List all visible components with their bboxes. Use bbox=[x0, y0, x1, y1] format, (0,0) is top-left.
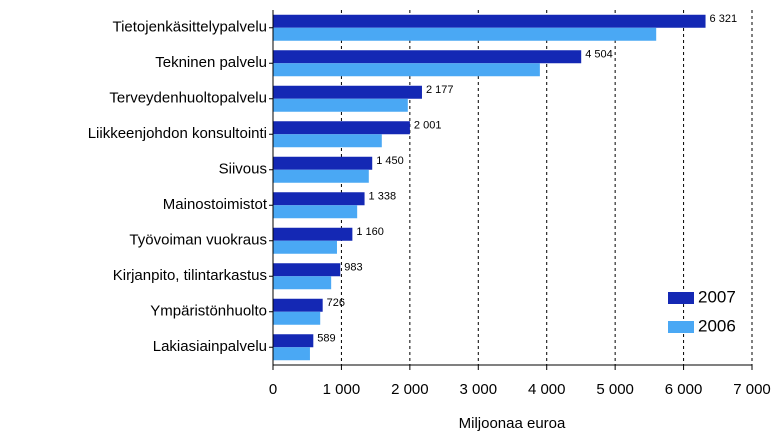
bar bbox=[273, 134, 382, 148]
value-label: 6 321 bbox=[710, 13, 738, 25]
legend-swatch bbox=[668, 321, 694, 333]
bar bbox=[273, 169, 369, 183]
bar bbox=[273, 276, 332, 290]
x-tick-label: 2 000 bbox=[391, 381, 429, 398]
legend-label: 2006 bbox=[698, 316, 736, 335]
value-label: 1 338 bbox=[369, 191, 397, 203]
bar bbox=[273, 347, 310, 361]
value-label: 1 450 bbox=[376, 155, 404, 167]
y-tick-label: Siivous bbox=[219, 161, 267, 178]
bar bbox=[273, 27, 657, 41]
bar bbox=[273, 298, 323, 312]
bar bbox=[273, 98, 408, 112]
x-tick-label: 6 000 bbox=[665, 381, 703, 398]
y-tick-label: Tietojenkäsittelypalvelu bbox=[112, 19, 267, 36]
value-label: 589 bbox=[317, 333, 335, 345]
bar bbox=[273, 227, 353, 241]
y-tick-label: Mainostoimistot bbox=[163, 196, 268, 213]
y-tick-label: Terveydenhuoltopalvelu bbox=[109, 90, 267, 107]
bar bbox=[273, 121, 410, 135]
bar bbox=[273, 240, 337, 254]
value-label: 2 177 bbox=[426, 84, 454, 96]
bar bbox=[273, 85, 422, 99]
bar bbox=[273, 156, 373, 170]
x-tick-label: 1 000 bbox=[323, 381, 361, 398]
bar bbox=[273, 263, 341, 277]
value-label: 983 bbox=[344, 262, 362, 274]
bar bbox=[273, 192, 365, 206]
bar bbox=[273, 14, 706, 28]
x-tick-label: 0 bbox=[269, 381, 277, 398]
value-label: 4 504 bbox=[585, 49, 613, 61]
x-tick-label: 4 000 bbox=[528, 381, 566, 398]
bar bbox=[273, 50, 582, 64]
bar bbox=[273, 63, 540, 77]
value-label: 1 160 bbox=[356, 226, 384, 238]
y-tick-label: Tekninen palvelu bbox=[155, 54, 267, 71]
y-tick-label: Työvoiman vuokraus bbox=[129, 232, 267, 249]
y-tick-label: Ympäristönhuolto bbox=[150, 303, 267, 320]
bar bbox=[273, 205, 358, 219]
bar bbox=[273, 311, 321, 325]
y-tick-label: Liikkeenjohdon konsultointi bbox=[88, 125, 267, 142]
bar bbox=[273, 334, 314, 348]
x-tick-label: 7 000 bbox=[733, 381, 771, 398]
x-tick-label: 3 000 bbox=[460, 381, 498, 398]
value-label: 726 bbox=[327, 297, 345, 309]
legend-label: 2007 bbox=[698, 287, 736, 306]
x-axis-label: Miljoonaa euroa bbox=[459, 415, 566, 432]
x-tick-label: 5 000 bbox=[596, 381, 634, 398]
value-label: 2 001 bbox=[414, 120, 442, 132]
y-tick-label: Kirjanpito, tilintarkastus bbox=[113, 267, 267, 284]
legend-swatch bbox=[668, 292, 694, 304]
y-tick-label: Lakiasiainpalvelu bbox=[153, 338, 267, 355]
